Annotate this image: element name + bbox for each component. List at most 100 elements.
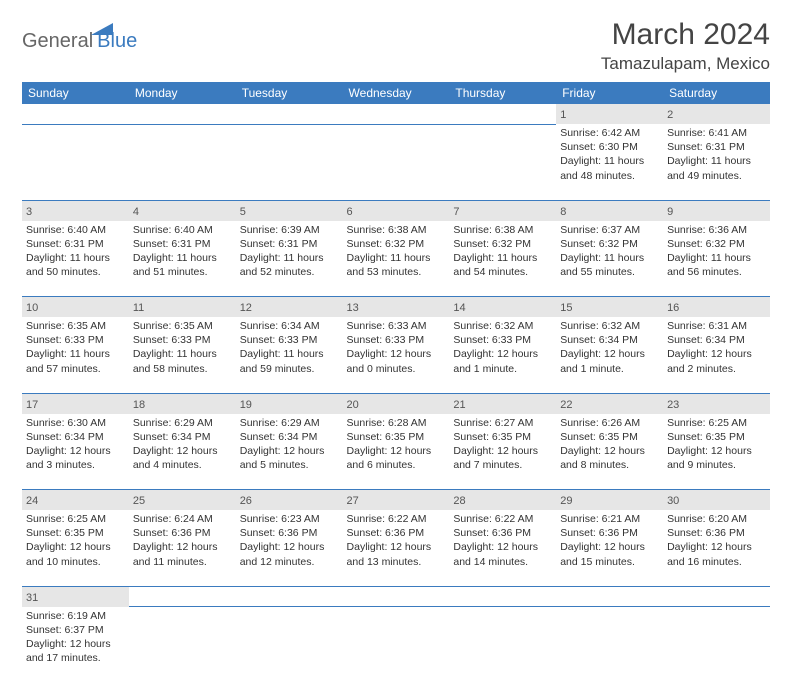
day-info-cell: Sunrise: 6:22 AMSunset: 6:36 PMDaylight:… — [449, 510, 556, 586]
day-number-cell: 12 — [236, 297, 343, 318]
day-info: Sunrise: 6:19 AMSunset: 6:37 PMDaylight:… — [26, 609, 125, 666]
day-info: Sunrise: 6:35 AMSunset: 6:33 PMDaylight:… — [133, 319, 232, 376]
day-info: Sunrise: 6:41 AMSunset: 6:31 PMDaylight:… — [667, 126, 766, 183]
day-info: Sunrise: 6:30 AMSunset: 6:34 PMDaylight:… — [26, 416, 125, 473]
day-info-cell: Sunrise: 6:19 AMSunset: 6:37 PMDaylight:… — [22, 607, 129, 683]
day-number-cell: 29 — [556, 490, 663, 511]
day-number: 1 — [560, 109, 566, 121]
page-title: March 2024 — [601, 18, 770, 52]
weekday-header: Saturday — [663, 82, 770, 104]
day-number-cell: 21 — [449, 393, 556, 414]
day-number: 9 — [667, 206, 673, 218]
day-number: 17 — [26, 399, 38, 411]
day-number-cell: 4 — [129, 200, 236, 221]
day-number: 27 — [347, 495, 359, 507]
day-info: Sunrise: 6:36 AMSunset: 6:32 PMDaylight:… — [667, 223, 766, 280]
day-info-cell: Sunrise: 6:22 AMSunset: 6:36 PMDaylight:… — [343, 510, 450, 586]
day-number-cell: 14 — [449, 297, 556, 318]
day-info: Sunrise: 6:22 AMSunset: 6:36 PMDaylight:… — [453, 512, 552, 569]
day-info: Sunrise: 6:32 AMSunset: 6:33 PMDaylight:… — [453, 319, 552, 376]
day-info-cell — [236, 124, 343, 200]
day-info-cell: Sunrise: 6:39 AMSunset: 6:31 PMDaylight:… — [236, 221, 343, 297]
day-info: Sunrise: 6:38 AMSunset: 6:32 PMDaylight:… — [347, 223, 446, 280]
day-number-cell — [343, 586, 450, 607]
day-info: Sunrise: 6:33 AMSunset: 6:33 PMDaylight:… — [347, 319, 446, 376]
day-number-cell: 26 — [236, 490, 343, 511]
day-info: Sunrise: 6:25 AMSunset: 6:35 PMDaylight:… — [26, 512, 125, 569]
weekday-header: Sunday — [22, 82, 129, 104]
day-info-cell: Sunrise: 6:28 AMSunset: 6:35 PMDaylight:… — [343, 414, 450, 490]
day-info: Sunrise: 6:34 AMSunset: 6:33 PMDaylight:… — [240, 319, 339, 376]
day-info-cell: Sunrise: 6:42 AMSunset: 6:30 PMDaylight:… — [556, 124, 663, 200]
day-number-cell — [663, 586, 770, 607]
day-number: 15 — [560, 302, 572, 314]
location-label: Tamazulapam, Mexico — [601, 54, 770, 74]
day-info: Sunrise: 6:24 AMSunset: 6:36 PMDaylight:… — [133, 512, 232, 569]
day-number: 14 — [453, 302, 465, 314]
day-info-cell: Sunrise: 6:21 AMSunset: 6:36 PMDaylight:… — [556, 510, 663, 586]
day-number: 29 — [560, 495, 572, 507]
day-number: 16 — [667, 302, 679, 314]
day-info-cell: Sunrise: 6:34 AMSunset: 6:33 PMDaylight:… — [236, 317, 343, 393]
weekday-header: Wednesday — [343, 82, 450, 104]
day-info: Sunrise: 6:22 AMSunset: 6:36 PMDaylight:… — [347, 512, 446, 569]
day-info-cell: Sunrise: 6:29 AMSunset: 6:34 PMDaylight:… — [236, 414, 343, 490]
day-number-cell: 20 — [343, 393, 450, 414]
logo-text-1: General — [22, 30, 93, 53]
calendar-table: SundayMondayTuesdayWednesdayThursdayFrid… — [22, 82, 770, 683]
day-number-cell: 18 — [129, 393, 236, 414]
day-info-cell — [129, 607, 236, 683]
day-number: 7 — [453, 206, 459, 218]
day-info: Sunrise: 6:38 AMSunset: 6:32 PMDaylight:… — [453, 223, 552, 280]
day-number: 18 — [133, 399, 145, 411]
day-number: 8 — [560, 206, 566, 218]
day-number-cell — [343, 104, 450, 124]
day-number: 5 — [240, 206, 246, 218]
day-info-cell: Sunrise: 6:26 AMSunset: 6:35 PMDaylight:… — [556, 414, 663, 490]
logo: General Blue — [22, 30, 137, 53]
day-info-cell: Sunrise: 6:33 AMSunset: 6:33 PMDaylight:… — [343, 317, 450, 393]
day-number: 11 — [133, 302, 144, 314]
day-info-cell: Sunrise: 6:35 AMSunset: 6:33 PMDaylight:… — [129, 317, 236, 393]
day-info-cell — [129, 124, 236, 200]
day-info: Sunrise: 6:21 AMSunset: 6:36 PMDaylight:… — [560, 512, 659, 569]
weekday-header: Tuesday — [236, 82, 343, 104]
day-info-cell: Sunrise: 6:30 AMSunset: 6:34 PMDaylight:… — [22, 414, 129, 490]
day-info-cell: Sunrise: 6:24 AMSunset: 6:36 PMDaylight:… — [129, 510, 236, 586]
day-info-cell: Sunrise: 6:20 AMSunset: 6:36 PMDaylight:… — [663, 510, 770, 586]
day-info-cell — [449, 607, 556, 683]
day-info-cell: Sunrise: 6:31 AMSunset: 6:34 PMDaylight:… — [663, 317, 770, 393]
day-info-cell: Sunrise: 6:38 AMSunset: 6:32 PMDaylight:… — [449, 221, 556, 297]
day-info-cell: Sunrise: 6:27 AMSunset: 6:35 PMDaylight:… — [449, 414, 556, 490]
day-number: 21 — [453, 399, 465, 411]
day-info: Sunrise: 6:29 AMSunset: 6:34 PMDaylight:… — [133, 416, 232, 473]
day-info: Sunrise: 6:32 AMSunset: 6:34 PMDaylight:… — [560, 319, 659, 376]
day-number-cell — [236, 586, 343, 607]
day-info: Sunrise: 6:40 AMSunset: 6:31 PMDaylight:… — [26, 223, 125, 280]
day-number: 6 — [347, 206, 353, 218]
day-info: Sunrise: 6:25 AMSunset: 6:35 PMDaylight:… — [667, 416, 766, 473]
day-info: Sunrise: 6:40 AMSunset: 6:31 PMDaylight:… — [133, 223, 232, 280]
day-number-cell: 17 — [22, 393, 129, 414]
day-number-cell: 1 — [556, 104, 663, 124]
day-info: Sunrise: 6:29 AMSunset: 6:34 PMDaylight:… — [240, 416, 339, 473]
day-info-cell: Sunrise: 6:29 AMSunset: 6:34 PMDaylight:… — [129, 414, 236, 490]
day-number: 24 — [26, 495, 38, 507]
day-info: Sunrise: 6:28 AMSunset: 6:35 PMDaylight:… — [347, 416, 446, 473]
day-number: 13 — [347, 302, 359, 314]
day-info-cell — [663, 607, 770, 683]
day-number-cell: 22 — [556, 393, 663, 414]
day-number-cell: 23 — [663, 393, 770, 414]
weekday-header: Monday — [129, 82, 236, 104]
day-info-cell: Sunrise: 6:38 AMSunset: 6:32 PMDaylight:… — [343, 221, 450, 297]
day-info: Sunrise: 6:20 AMSunset: 6:36 PMDaylight:… — [667, 512, 766, 569]
day-number: 25 — [133, 495, 145, 507]
day-info: Sunrise: 6:26 AMSunset: 6:35 PMDaylight:… — [560, 416, 659, 473]
day-info-cell — [449, 124, 556, 200]
day-info-cell: Sunrise: 6:32 AMSunset: 6:34 PMDaylight:… — [556, 317, 663, 393]
day-number-cell: 9 — [663, 200, 770, 221]
day-number: 2 — [667, 109, 673, 121]
day-number-cell: 2 — [663, 104, 770, 124]
day-info-cell — [343, 607, 450, 683]
day-number-cell: 6 — [343, 200, 450, 221]
